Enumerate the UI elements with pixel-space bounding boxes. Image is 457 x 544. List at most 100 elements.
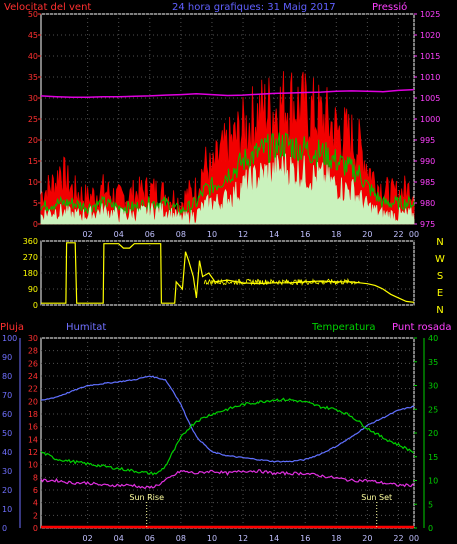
temp-x-tick-label: 04	[114, 534, 124, 543]
pressure-tick-label: 985	[420, 178, 435, 187]
pressure-tick-label: 1015	[420, 52, 440, 61]
direction-degree-label: 90	[28, 285, 38, 294]
wind-x-tick-label: 16	[300, 230, 310, 239]
temp-x-tick-label: 14	[269, 534, 279, 543]
pressure-tick-label: 990	[420, 157, 435, 166]
wind-x-tick-label: 20	[362, 230, 372, 239]
temp-panel-series	[40, 375, 415, 529]
direction-panel-grid	[41, 240, 415, 306]
humidity-series	[40, 375, 415, 463]
wind-x-tick-label: 10	[207, 230, 217, 239]
wind-left-tick-label: 25	[28, 115, 38, 124]
direction-degree-label: 0	[33, 301, 38, 310]
humidity-tick-label: 30	[2, 467, 12, 476]
chart-date-title: 24 hora grafiques: 31 Maig 2017	[172, 2, 336, 13]
rain-tick-label: 2	[33, 511, 38, 520]
pressure-tick-label: 1010	[420, 73, 440, 82]
humidity-tick-label: 90	[2, 353, 12, 362]
rain-tick-label: 22	[28, 385, 38, 394]
temp-x-tick-label: 00	[409, 534, 419, 543]
humidity-tick-label: 50	[2, 429, 12, 438]
direction-degree-label: 180	[23, 269, 38, 278]
wind-left-tick-label: 10	[28, 178, 38, 187]
pressure-tick-label: 995	[420, 136, 435, 145]
temp-tick-label: 40	[428, 334, 438, 343]
wind-direction-noise	[203, 277, 360, 287]
wind-x-tick-label: 12	[238, 230, 248, 239]
temperature-series	[40, 397, 415, 476]
sunrise-label: Sun Rise	[129, 493, 164, 502]
rain-tick-label: 30	[28, 334, 38, 343]
wind-panel-series	[40, 71, 415, 225]
humidity-tick-label: 0	[2, 524, 7, 533]
wind-x-tick-label: 22	[393, 230, 403, 239]
humidity-tick-label: 10	[2, 505, 12, 514]
pressure-tick-label: 975	[420, 220, 435, 229]
wind-title: Velocitat del vent	[4, 2, 91, 13]
humidity-tick-label: 70	[2, 391, 12, 400]
wind-left-tick-label: 45	[28, 31, 38, 40]
wind-left-tick-label: 0	[33, 220, 38, 229]
pressure-tick-label: 1020	[420, 31, 440, 40]
wind-left-tick-label: 35	[28, 73, 38, 82]
temp-tick-label: 30	[428, 382, 438, 391]
temp-x-tick-label: 18	[331, 534, 341, 543]
rain-tick-label: 0	[33, 524, 38, 533]
temp-x-tick-label: 16	[300, 534, 310, 543]
rain-tick-label: 24	[28, 372, 38, 381]
direction-compass-label: N	[436, 237, 443, 248]
dewpoint-label: Punt rosada	[392, 322, 451, 333]
wind-left-tick-label: 30	[28, 94, 38, 103]
wind-x-tick-label: 08	[176, 230, 186, 239]
temp-x-tick-label: 20	[362, 534, 372, 543]
temp-tick-label: 25	[428, 405, 438, 414]
wind-left-tick-label: 20	[28, 136, 38, 145]
pressure-title: Pressió	[372, 1, 407, 13]
rain-tick-label: 26	[28, 359, 38, 368]
wind-x-tick-label: 04	[114, 230, 124, 239]
rain-tick-label: 18	[28, 410, 38, 419]
temp-tick-label: 10	[428, 477, 438, 486]
pressure-tick-label: 980	[420, 199, 435, 208]
rain-tick-label: 4	[33, 499, 38, 508]
temp-tick-label: 35	[428, 358, 438, 367]
humidity-tick-label: 40	[2, 448, 12, 457]
wind-panel-axes: 0510152025303540455097598098599099510001…	[28, 10, 441, 239]
rain-label: Pluja	[0, 322, 24, 333]
temp-x-tick-label: 10	[207, 534, 217, 543]
wind-left-tick-label: 5	[33, 199, 38, 208]
humidity-tick-label: 20	[2, 486, 12, 495]
direction-panel-frame	[40, 240, 415, 306]
rain-tick-label: 10	[28, 461, 38, 470]
humidity-tick-label: 80	[2, 372, 12, 381]
rain-tick-label: 28	[28, 347, 38, 356]
direction-compass-label: W	[435, 254, 445, 265]
temp-x-tick-label: 22	[393, 534, 403, 543]
wind-x-tick-label: 14	[269, 230, 279, 239]
humidity-tick-label: 60	[2, 410, 12, 419]
direction-compass-label: N	[436, 305, 443, 316]
wind-x-tick-label: 00	[409, 230, 419, 239]
wind-left-tick-label: 40	[28, 52, 38, 61]
pressure-tick-label: 1005	[420, 94, 440, 103]
humidity-tick-label: 100	[2, 334, 17, 343]
temp-tick-label: 20	[428, 429, 438, 438]
temp-x-tick-label: 08	[176, 534, 186, 543]
temp-x-tick-label: 02	[83, 534, 93, 543]
temp-tick-label: 5	[428, 500, 433, 509]
wind-x-tick-label: 06	[145, 230, 155, 239]
dewpoint-series	[40, 469, 415, 490]
pressure-series	[40, 88, 415, 98]
rain-tick-label: 20	[28, 397, 38, 406]
rain-tick-label: 12	[28, 448, 38, 457]
wind-left-tick-label: 50	[28, 10, 38, 19]
wind-x-tick-label: 02	[83, 230, 93, 239]
pressure-tick-label: 1000	[420, 115, 440, 124]
humidity-label: Humitat	[66, 322, 106, 333]
direction-degree-label: 270	[23, 253, 38, 262]
temperature-label: Temperatura	[311, 322, 376, 333]
direction-compass-label: E	[437, 288, 443, 299]
wind-low-series	[40, 153, 415, 225]
temp-tick-label: 0	[428, 524, 433, 533]
